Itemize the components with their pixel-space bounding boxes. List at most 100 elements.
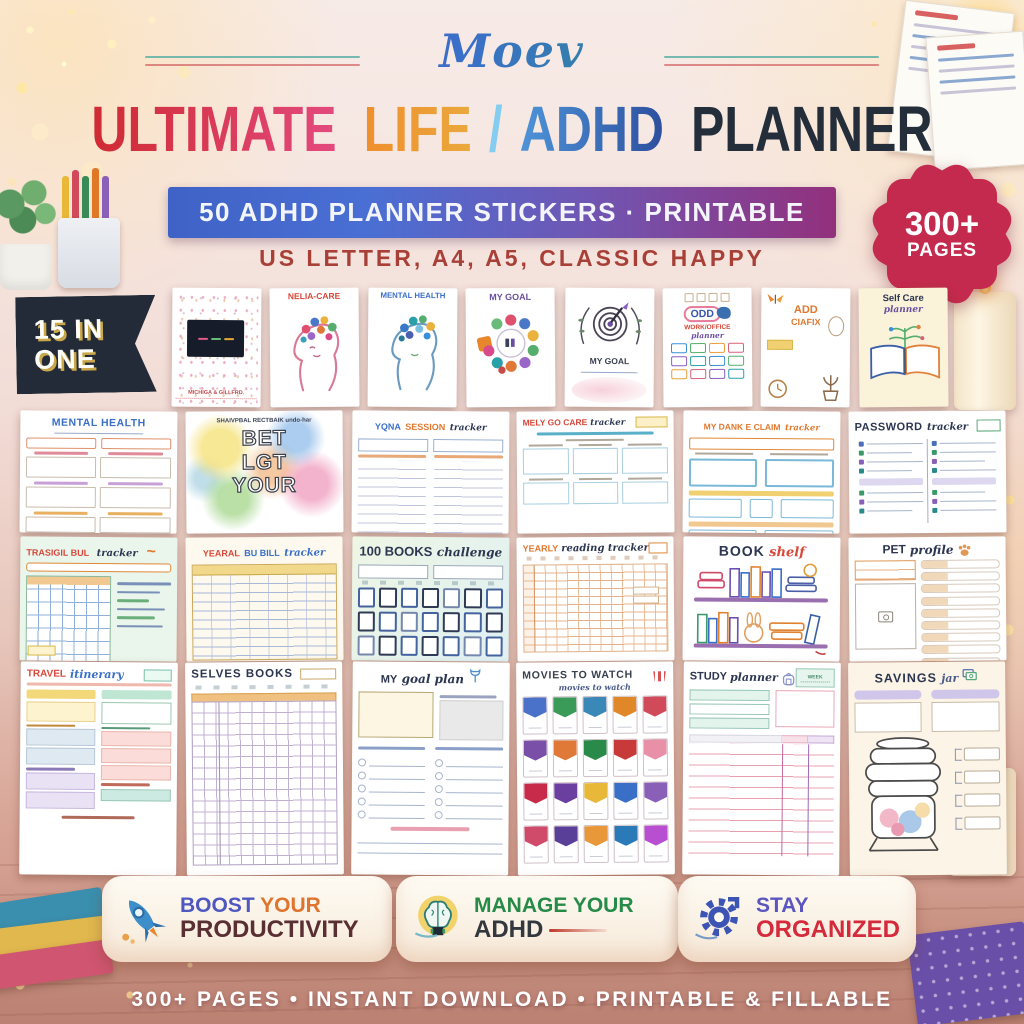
fifteen-in-one-badge: 15 IN ONE — [15, 295, 157, 394]
input-box — [27, 645, 56, 656]
notebook-decoration — [0, 939, 114, 991]
open-book-illustration — [870, 324, 940, 380]
my-goal-target-thumbnail: MY GOAL — [564, 287, 655, 408]
feature-stay-organized: STAY ORGANIZED — [678, 876, 916, 962]
bookshelf-page: BOOK shelf — [682, 536, 841, 662]
paper-sizes-subtitle: US LETTER, A4, A5, CLASSIC HAPPY — [259, 245, 765, 271]
plant-decoration — [0, 172, 66, 252]
title-slash: / — [488, 93, 503, 165]
circle-doodle — [827, 316, 845, 337]
clock-doodle — [768, 379, 787, 399]
mental-health-page: MENTAL HEALTH — [19, 410, 178, 534]
gear-icon — [692, 892, 746, 946]
paw-icon — [958, 543, 971, 556]
blue-blob-doodle — [716, 306, 731, 319]
movies-to-watch-page: MOVIES TO WATCH movies to watch — [516, 661, 676, 876]
sticker-sheet-thumbnail: MICHIGA & GILLFRD. — [171, 287, 262, 408]
books-grid — [357, 587, 503, 657]
plant-doodle — [822, 375, 839, 401]
input-box — [143, 668, 172, 682]
claim-tracker-page: MY DANK E CLAIM tracker — [682, 410, 841, 534]
yearly-bill-tracker-page: YEARAL BU BILL tracker — [185, 536, 344, 662]
savings-jar-illustration — [865, 737, 942, 852]
page-title: ULTIMATE LIFE / ADHD PLANNER — [0, 92, 1024, 166]
movie-tickets-grid — [522, 695, 670, 864]
title-word-planner: PLANNER — [690, 93, 933, 165]
icon-grid-doodles — [667, 343, 748, 380]
notes-lines — [116, 576, 171, 661]
week-box: WEEK — [795, 668, 835, 688]
notebook-decoration — [0, 914, 118, 960]
savings-fields — [954, 733, 1001, 839]
pages-count-number: 300+ — [904, 204, 980, 242]
series-grid — [191, 700, 338, 866]
pencil-decoration — [102, 176, 109, 228]
savings-jar-page: SAVINGS jar — [848, 661, 1007, 876]
planner-pages-row-2: MENTAL HEALTH SHAIVPBAL RECTBAIK undo-ha… — [19, 410, 1007, 534]
notebook-decoration — [0, 886, 106, 936]
watercolor-blob — [571, 376, 647, 404]
sticker-caption: MICHIGA & GILLFRD. — [175, 389, 257, 400]
session-tracker-page: YQNA SESSION tracker — [351, 410, 509, 534]
itinerary-right-column — [101, 689, 172, 812]
pencil-decoration — [62, 176, 69, 228]
goal-plan-page: MY goal plan — [350, 661, 510, 876]
brain-head-illustration — [391, 315, 438, 391]
form-grid — [25, 451, 171, 534]
title-word-life: LIFE — [363, 93, 472, 165]
butterfly-doodle — [767, 293, 784, 304]
popcorn-icon — [652, 667, 667, 681]
pet-profile-page: PET profile — [848, 536, 1007, 662]
password-tracker-page: PASSWORD tracker — [848, 410, 1007, 534]
money-icon — [963, 668, 978, 681]
pencil-decoration — [82, 176, 89, 228]
input-box — [649, 542, 668, 554]
numbered-list — [357, 753, 426, 819]
input-box — [635, 416, 668, 428]
badge-line1: 15 IN — [33, 313, 104, 345]
tulip-icon — [469, 668, 480, 683]
brand-logo: Moev — [0, 24, 1024, 78]
goal-box — [357, 691, 434, 739]
pencil-decoration — [72, 170, 79, 222]
brain-icon — [410, 892, 464, 946]
washi-tape-doodle — [766, 339, 793, 350]
reading-grid — [523, 563, 669, 653]
candle-decoration — [954, 292, 1016, 410]
pet-photo-column — [854, 560, 917, 651]
password-columns — [855, 438, 1001, 524]
yearly-reading-tracker-page: YEARLY reading tracker — [516, 536, 675, 662]
sticker-dark-panel — [187, 319, 245, 358]
title-word-adhd: ADHD — [519, 93, 665, 165]
bookshelf-illustration — [694, 563, 829, 655]
my-goal-wreath-thumbnail: MY GOAL — [465, 287, 557, 408]
target-wreath-illustration — [577, 302, 642, 345]
cover-thumbnails-row: MICHIGA & GILLFRD. NELIA-CARE MENTAL HEA… — [171, 287, 949, 408]
planner-pages-row-4: TRAVEL itinerary SELV — [19, 661, 1007, 876]
books-challenge-page: 100 BOOKS challenge — [351, 536, 509, 662]
notes-box — [439, 699, 504, 741]
feature-manage-adhd: MANAGE YOUR ADHD — [396, 876, 678, 962]
doodle-squares — [666, 292, 747, 303]
self-care-tracker-page: MELY GO CARE tracker — [516, 410, 675, 534]
watercolor-poster-page: SHAIVPBAL RECTBAIK undo-har BET LGT YOUR — [185, 410, 344, 534]
self-care-planner-thumbnail: Self Care planner — [858, 287, 949, 408]
pages-count-label: PAGES — [906, 239, 978, 261]
monthly-tracker-page: TRASIGIL BUL tracker ~ — [19, 536, 178, 662]
input-box — [299, 668, 336, 680]
numbered-list — [434, 754, 503, 820]
rocket-icon — [116, 892, 170, 946]
logo-divider-right — [664, 56, 879, 68]
pet-fields-column — [920, 559, 1001, 662]
flower-head-illustration — [292, 315, 339, 392]
footer-tagline: 300+ PAGES • INSTANT DOWNLOAD • PRINTABL… — [131, 988, 893, 1011]
title-word-ultimate: ULTIMATE — [91, 93, 337, 165]
study-table — [688, 743, 835, 857]
backpack-icon — [783, 672, 795, 685]
pencil-decoration — [92, 168, 99, 220]
travel-itinerary-page: TRAVEL itinerary — [19, 661, 178, 876]
series-books-page: SELVES BOOKS — [184, 661, 344, 876]
logo-divider-left — [145, 56, 360, 68]
badge-line2: ONE — [33, 343, 97, 375]
